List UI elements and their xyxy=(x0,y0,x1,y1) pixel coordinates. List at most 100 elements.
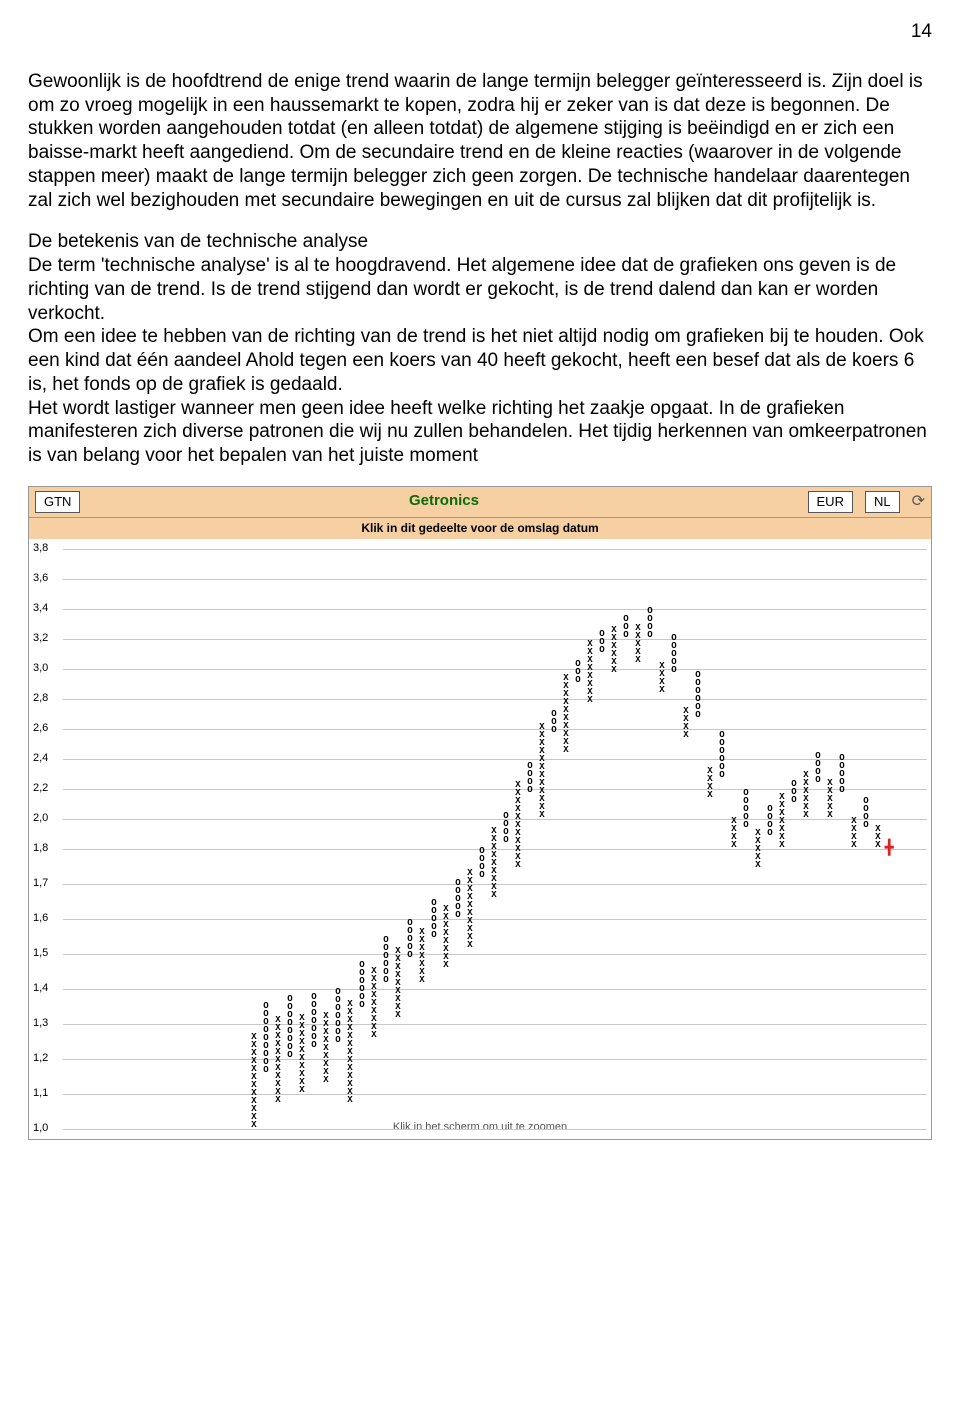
pf-column: OOOO xyxy=(861,797,871,829)
chart-subheader[interactable]: Klik in dit gedeelte voor de omslag datu… xyxy=(28,518,932,539)
pf-column: OOOOO xyxy=(741,789,751,829)
pf-column: XXXXXX xyxy=(801,771,811,819)
y-axis-label: 2,4 xyxy=(33,752,48,766)
pf-column: XXXXXXXXXX xyxy=(465,869,475,949)
pf-column: XXXXXXXXXX xyxy=(297,1014,307,1094)
y-axis-label: 1,8 xyxy=(33,842,48,856)
pf-column: XXXXXXXX xyxy=(585,640,595,704)
y-axis-label: 3,6 xyxy=(33,572,48,586)
grid-line xyxy=(63,549,927,550)
pf-column: OOOOOOO xyxy=(309,993,319,1049)
grid-line xyxy=(63,1059,927,1060)
page-number: 14 xyxy=(28,20,932,44)
stock-chart: GTN Getronics EUR NL ⟳ Klik in dit gedee… xyxy=(28,486,932,1140)
pf-column: XXXXX xyxy=(753,829,763,869)
chart-title: Getronics xyxy=(86,492,801,511)
pf-column: XXXXXXX xyxy=(777,793,787,849)
y-axis-label: 2,8 xyxy=(33,692,48,706)
pf-column: OOOOOO xyxy=(381,936,391,984)
y-axis-label: 1,2 xyxy=(33,1052,48,1066)
y-axis-label: 3,4 xyxy=(33,602,48,616)
current-price-marker: ╋ xyxy=(885,839,893,857)
pf-column: OOO xyxy=(549,710,559,734)
pf-column: XXXXXXXXXXXX xyxy=(537,723,547,819)
pf-column: XXXXXXXXXXXX xyxy=(249,1033,259,1129)
pf-column: XXXXXXX xyxy=(417,928,427,984)
pf-column: XXXXXXXXXXXXX xyxy=(345,1000,355,1104)
grid-line xyxy=(63,1094,927,1095)
pf-column: OOOOOO xyxy=(693,671,703,719)
pf-column: XXX xyxy=(873,825,883,849)
y-axis-label: 3,0 xyxy=(33,662,48,676)
grid-line xyxy=(63,639,927,640)
y-axis-label: 2,2 xyxy=(33,782,48,796)
y-axis-label: 3,2 xyxy=(33,632,48,646)
country-box[interactable]: NL xyxy=(865,491,900,513)
chart-header: GTN Getronics EUR NL ⟳ xyxy=(28,486,932,518)
pf-column: XXXXXXXXX xyxy=(369,967,379,1039)
pf-column: XXXXXXXXXXX xyxy=(273,1016,283,1104)
pf-column: OOOOO xyxy=(429,899,439,939)
pf-column: OOOOOO xyxy=(717,731,727,779)
pf-column: OOO xyxy=(573,660,583,684)
pf-column: OOOO xyxy=(645,607,655,639)
y-axis-label: 2,0 xyxy=(33,812,48,826)
grid-line xyxy=(63,729,927,730)
grid-line xyxy=(63,699,927,700)
grid-line xyxy=(63,989,927,990)
export-icon[interactable]: ⟳ xyxy=(912,492,925,512)
pf-column: XXXX xyxy=(657,662,667,694)
pf-column: OOOOO xyxy=(405,919,415,959)
pf-column: OOOOOO xyxy=(357,961,367,1009)
pf-column: XXXXX xyxy=(633,624,643,664)
pf-column: XXXXXXXXX xyxy=(393,947,403,1019)
chart-plot-area[interactable]: Klik in het scherm om uit te zoomen 3,83… xyxy=(28,539,932,1140)
grid-line xyxy=(63,819,927,820)
pf-column: OOOO xyxy=(813,752,823,784)
pf-column: OOOOOOOO xyxy=(285,995,295,1059)
y-axis-label: 1,6 xyxy=(33,912,48,926)
y-axis-label: 1,4 xyxy=(33,982,48,996)
pf-column: OOO xyxy=(621,615,631,639)
pf-column: XXXXXXXX xyxy=(441,905,451,969)
grid-line xyxy=(63,669,927,670)
y-axis-label: 1,3 xyxy=(33,1017,48,1031)
pf-column: OOO xyxy=(789,780,799,804)
pf-column: XXXX xyxy=(705,767,715,799)
grid-line xyxy=(63,1024,927,1025)
y-axis-label: 1,1 xyxy=(33,1087,48,1101)
pf-column: OOOOOOO xyxy=(333,988,343,1044)
grid-line xyxy=(63,1129,927,1130)
pf-column: OOOO xyxy=(501,812,511,844)
pf-column: XXXX xyxy=(681,707,691,739)
pf-column: OOO xyxy=(597,630,607,654)
y-axis-label: 3,8 xyxy=(33,542,48,556)
pf-column: OOOO xyxy=(525,762,535,794)
pf-column: XXXX xyxy=(729,817,739,849)
pf-column: OOOO xyxy=(477,847,487,879)
pf-column: XXXXXXXXX xyxy=(321,1012,331,1084)
pf-column: OOOOO xyxy=(669,634,679,674)
paragraph-1: Gewoonlijk is de hoofdtrend de enige tre… xyxy=(28,70,932,213)
pf-column: XXXXXX xyxy=(609,626,619,674)
pf-column: OOOOO xyxy=(837,754,847,794)
grid-line xyxy=(63,609,927,610)
y-axis-label: 1,0 xyxy=(33,1122,48,1136)
pf-column: XXXX xyxy=(849,817,859,849)
grid-line xyxy=(63,919,927,920)
pf-column: XXXXX xyxy=(825,779,835,819)
pf-column: OOOOOOOOO xyxy=(261,1002,271,1074)
ticker-box[interactable]: GTN xyxy=(35,491,80,513)
pf-column: XXXXXXXXXXX xyxy=(513,781,523,869)
y-axis-label: 1,5 xyxy=(33,947,48,961)
grid-line xyxy=(63,579,927,580)
currency-box[interactable]: EUR xyxy=(808,491,853,513)
y-axis-label: 1,7 xyxy=(33,877,48,891)
grid-line xyxy=(63,759,927,760)
pf-column: XXXXXXXXXX xyxy=(561,674,571,754)
grid-line xyxy=(63,954,927,955)
y-axis-label: 2,6 xyxy=(33,722,48,736)
pf-column: OOOO xyxy=(765,805,775,837)
pf-column: OOOOO xyxy=(453,879,463,919)
paragraph-2: De betekenis van de technische analyse D… xyxy=(28,230,932,468)
